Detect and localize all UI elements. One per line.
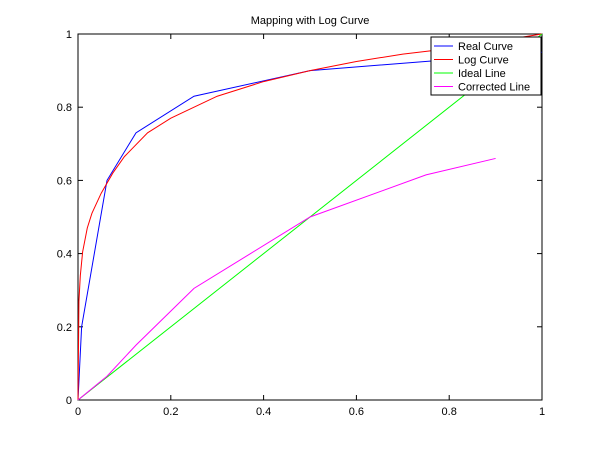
legend-label: Real Curve xyxy=(458,41,513,53)
legend-label: Corrected Line xyxy=(458,82,530,94)
x-tick-label: 0.2 xyxy=(163,406,178,418)
series-line-log-curve xyxy=(77,33,543,401)
chart-title: Mapping with Log Curve xyxy=(251,15,370,27)
x-tick-label: 0.6 xyxy=(349,406,364,418)
axis-ticks: 0 0.2 0.4 0.6 0.8 1 0 0.2 0.4 0.6 0.8 1 xyxy=(57,29,545,418)
x-tick-label: 0.8 xyxy=(442,406,457,418)
y-tick-label: 0.4 xyxy=(57,249,72,261)
series-line-real-curve xyxy=(77,51,543,401)
legend-label: Log Curve xyxy=(458,55,509,67)
series-line-corrected-line xyxy=(77,157,496,401)
y-tick-label: 0.2 xyxy=(57,322,72,334)
x-tick-label: 0.4 xyxy=(256,406,271,418)
plot-frame xyxy=(77,33,543,401)
x-tick-label: 0 xyxy=(75,406,81,418)
y-tick-label: 1 xyxy=(66,29,72,41)
y-tick-label: 0 xyxy=(66,395,72,407)
legend-label: Ideal Line xyxy=(458,68,506,80)
x-tick-label: 1 xyxy=(539,406,545,418)
y-tick-label: 0.6 xyxy=(57,175,72,187)
y-tick-label: 0.8 xyxy=(57,102,72,114)
legend-box xyxy=(430,36,542,96)
